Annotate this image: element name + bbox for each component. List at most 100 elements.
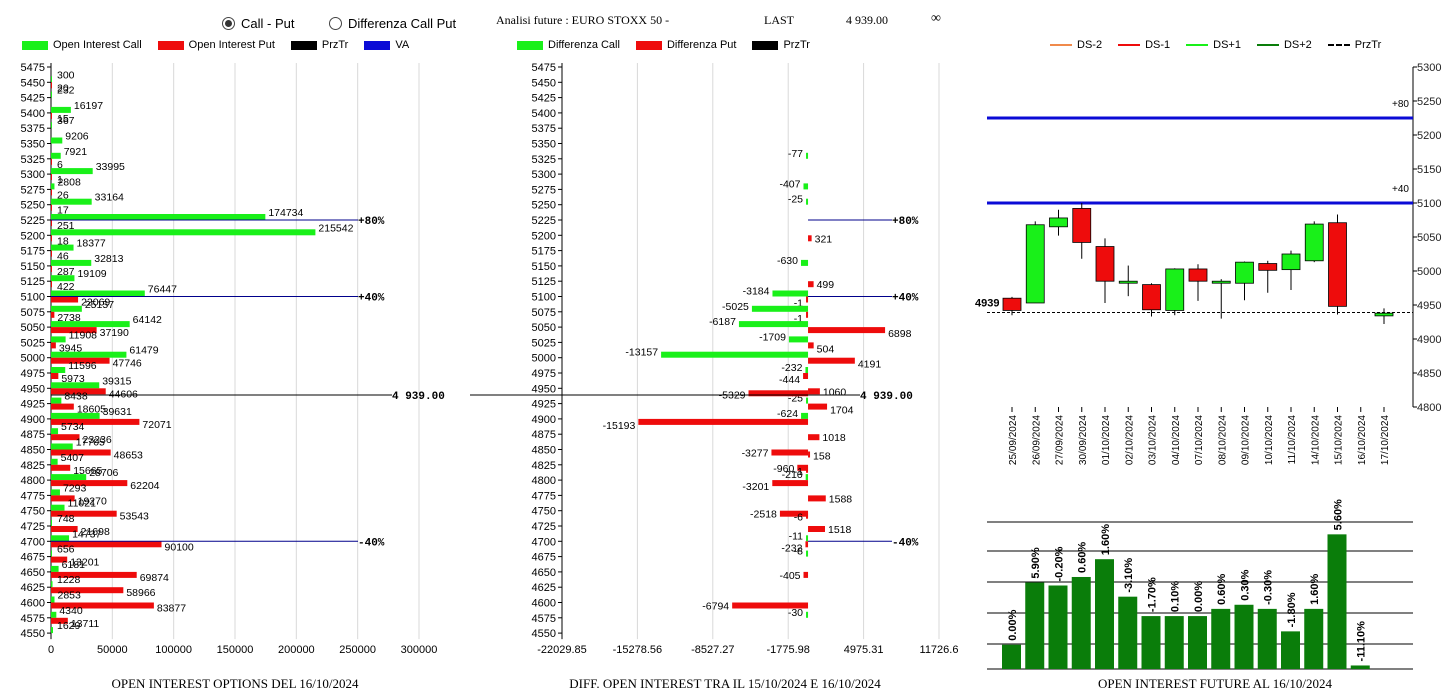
future-bar — [1141, 616, 1161, 669]
y-tick-label: 4625 — [532, 582, 556, 594]
y-tick-label: 4950 — [21, 383, 45, 395]
y-tick-label: 5275 — [532, 184, 556, 196]
y-tick-label: 5350 — [21, 139, 45, 151]
radio-differenza[interactable]: Differenza Call Put — [329, 16, 456, 31]
x-tick-label: 200000 — [278, 644, 315, 656]
candle-body — [1328, 222, 1347, 307]
put-bar — [51, 587, 124, 594]
future-bar-label: 5.60% — [1333, 499, 1345, 530]
call-value-label: 367 — [57, 115, 75, 127]
y-tick-label: 4775 — [21, 490, 45, 502]
y-tick-label: 4825 — [532, 460, 556, 472]
put-value-label: 13201 — [70, 557, 99, 569]
y-tick-label: 4750 — [532, 506, 556, 518]
put-value-label: 37190 — [100, 327, 129, 339]
diff-put-bar — [806, 296, 809, 303]
diff-put-label: -232 — [781, 542, 802, 554]
call-bar — [51, 91, 52, 98]
put-value-label: 62204 — [130, 480, 159, 492]
call-value-label: 33995 — [96, 161, 125, 173]
diff-call-label: -11 — [789, 530, 804, 542]
call-value-label: 8438 — [64, 391, 88, 403]
put-value-label: 5973 — [61, 373, 85, 385]
x-tick-label: 150000 — [217, 644, 254, 656]
diff-call-bar — [805, 367, 809, 373]
call-value-label: 16197 — [74, 100, 103, 112]
put-bar — [51, 495, 75, 502]
candle-body — [1025, 224, 1045, 304]
oi-future-chart: 0.00% 5.90% -0.20% 0.60% 1.60% -3.10% -1.70% 0.… — [987, 499, 1413, 670]
price-label: 4 939.00 — [392, 391, 445, 403]
put-bar — [51, 250, 52, 257]
radio-differenza-label: Differenza Call Put — [348, 16, 457, 31]
y-tick-label: 5250 — [21, 200, 45, 212]
put-value-label: 1 — [57, 174, 63, 186]
y-tick-label: 5425 — [532, 93, 556, 105]
put-bar — [51, 265, 52, 272]
call-value-label: 2808 — [57, 176, 81, 188]
call-bar — [51, 275, 75, 282]
diff-put-label: 1018 — [822, 432, 846, 444]
call-value-label: 11908 — [69, 329, 98, 341]
candle-body — [1258, 263, 1278, 271]
call-bar — [51, 504, 65, 511]
y-tick-label: 4900 — [1417, 334, 1441, 346]
call-bar — [51, 382, 100, 389]
diff-put-bar — [806, 311, 809, 318]
put-value-label: 47746 — [113, 358, 142, 370]
diff-put-label: -15193 — [603, 420, 636, 432]
call-value-label: 76447 — [148, 284, 177, 296]
diff-put-bar — [808, 495, 826, 502]
future-bar-label: 0.30% — [1240, 569, 1252, 600]
y-tick-label: 5050 — [532, 322, 556, 334]
call-value-label: 656 — [57, 544, 75, 556]
y-tick-label: 4850 — [21, 445, 45, 457]
legend-item-prztr: PrzTr — [290, 39, 348, 51]
put-value-label: 2738 — [57, 312, 81, 324]
radio-call-put[interactable]: Call - Put — [222, 16, 294, 31]
put-value-label: 26 — [57, 189, 69, 201]
put-bar — [51, 602, 154, 609]
x-tick-label: -8527.27 — [691, 644, 734, 656]
diff-put-bar — [805, 541, 809, 548]
future-bar-label: -0.20% — [1054, 546, 1066, 581]
put-value-label: 69874 — [140, 572, 169, 584]
x-tick-label: 300000 — [401, 644, 438, 656]
diff-put-label: -405 — [779, 570, 800, 582]
put-bar — [51, 434, 80, 441]
diff-call-label: -232 — [781, 362, 802, 374]
future-bar — [1281, 631, 1300, 669]
call-bar — [51, 305, 82, 312]
y-tick-label: 4675 — [21, 552, 45, 564]
legend-chart1: Open Interest Call Open Interest Put Prz… — [22, 39, 419, 51]
x-tick-label: 07/10/2024 — [1194, 415, 1205, 465]
call-value-label: 174734 — [268, 207, 303, 219]
x-tick-label: 100000 — [155, 644, 192, 656]
marker-label: +80% — [892, 216, 919, 228]
put-bar — [51, 342, 56, 349]
y-tick-label: 5100 — [21, 292, 45, 304]
legend-item-diff-call: Differenza Call — [517, 39, 620, 51]
put-bar — [51, 526, 78, 532]
x-tick-label: 26/09/2024 — [1031, 415, 1042, 465]
candle-body — [1235, 261, 1254, 284]
put-bar — [51, 373, 59, 379]
y-tick-label: 5075 — [532, 307, 556, 319]
put-value-label: 90100 — [165, 541, 194, 553]
call-bar — [51, 596, 55, 603]
call-value-label: 1629 — [57, 620, 81, 632]
y-tick-label: 5150 — [1417, 164, 1441, 176]
y-tick-label: 4850 — [1417, 368, 1441, 380]
candle-body — [1002, 297, 1022, 311]
diff-put-bar — [732, 602, 809, 609]
x-tick-label: 11726.6 — [920, 644, 959, 656]
radio-selected-icon — [222, 17, 235, 30]
y-tick-label: 5100 — [1417, 198, 1441, 210]
y-tick-label: 5150 — [532, 261, 556, 273]
y-tick-label: 5350 — [532, 139, 556, 151]
future-bar-label: 0.00% — [1007, 609, 1019, 640]
diff-put-bar — [779, 510, 809, 517]
call-value-label: 7293 — [63, 482, 87, 494]
call-value-label: 300 — [57, 69, 75, 81]
y-tick-label: 5200 — [532, 230, 556, 242]
